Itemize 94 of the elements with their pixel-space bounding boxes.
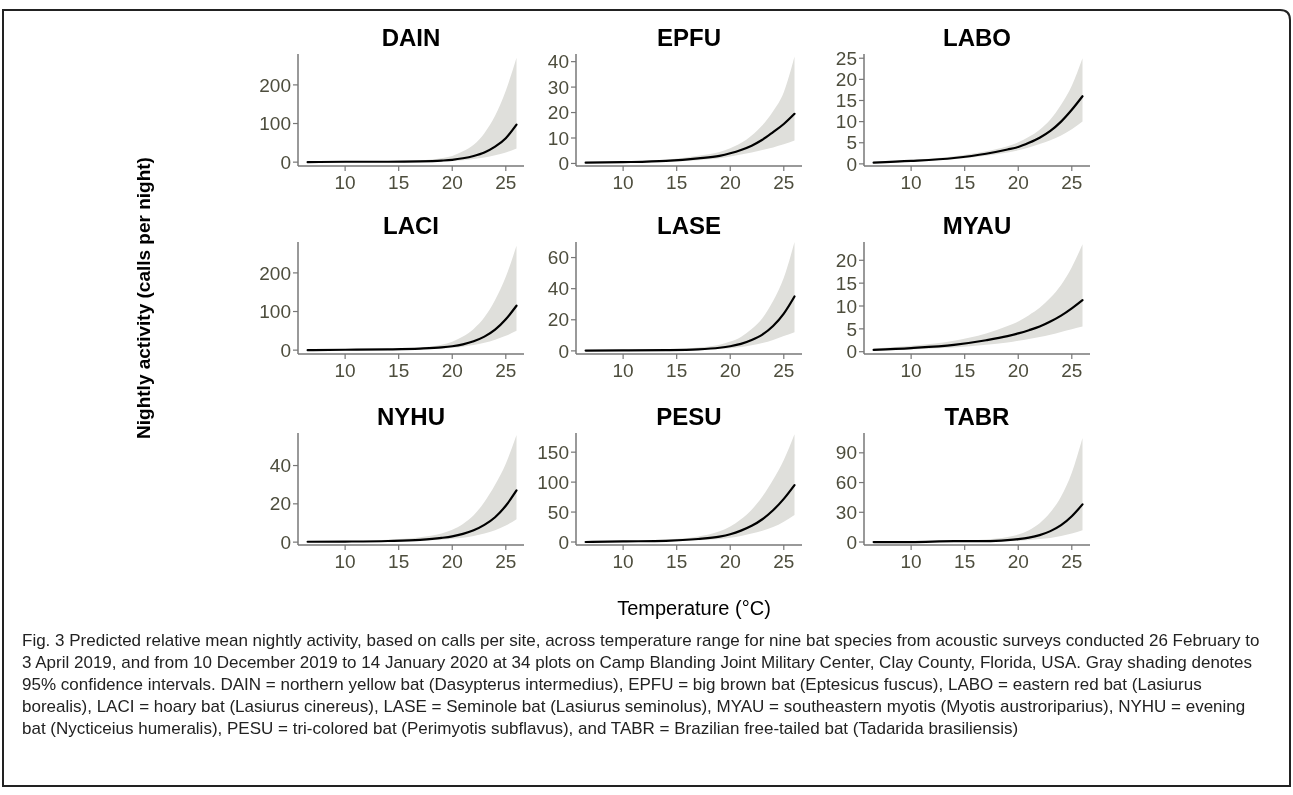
x-tick-label: 20 xyxy=(719,551,741,572)
y-tick-label: 200 xyxy=(259,74,291,96)
x-tick-label: 25 xyxy=(495,551,517,572)
x-tick-label: 25 xyxy=(773,551,795,572)
x-tick-label: 10 xyxy=(612,360,634,381)
x-tick-label: 25 xyxy=(495,172,517,193)
y-tick-label: 20 xyxy=(547,102,569,124)
x-tick-label: 25 xyxy=(773,360,795,381)
y-tick-label: 40 xyxy=(269,455,291,477)
x-tick-label: 25 xyxy=(495,360,517,381)
y-tick-label: 15 xyxy=(835,272,857,294)
x-tick-label: 10 xyxy=(612,551,634,572)
x-tick-label: 15 xyxy=(954,172,976,193)
x-tick-label: 15 xyxy=(954,360,976,381)
x-tick-label: 20 xyxy=(1007,172,1029,193)
x-tick-label: 25 xyxy=(1061,551,1083,572)
x-tick-label: 20 xyxy=(1007,360,1029,381)
y-tick-label: 100 xyxy=(259,301,291,323)
y-tick-label: 50 xyxy=(547,501,569,523)
y-tick-label: 25 xyxy=(835,47,857,69)
x-tick-label: 20 xyxy=(441,551,463,572)
y-tick-label: 20 xyxy=(547,309,569,331)
y-tick-label: 60 xyxy=(835,472,857,494)
y-tick-label: 0 xyxy=(846,531,857,553)
y-tick-label: 20 xyxy=(269,493,291,515)
y-tick-label: 0 xyxy=(280,339,291,361)
line-series xyxy=(872,95,1084,164)
y-tick-label: 200 xyxy=(259,262,291,284)
x-tick-label: 10 xyxy=(334,172,356,193)
y-tick-label: 90 xyxy=(835,442,857,464)
x-tick-label: 15 xyxy=(666,360,688,381)
chart-title: TABR xyxy=(944,403,1010,430)
x-tick-label: 25 xyxy=(1061,172,1083,193)
line-series xyxy=(872,298,1084,351)
y-tick-label: 15 xyxy=(835,90,857,112)
chart-title: LABO xyxy=(943,24,1011,51)
y-axis-title: Nightly activity (calls per night) xyxy=(133,157,154,439)
line-series xyxy=(306,489,518,543)
line-series xyxy=(306,123,518,164)
line-series xyxy=(584,484,796,544)
x-tick-label: 20 xyxy=(441,360,463,381)
y-tick-label: 30 xyxy=(835,501,857,523)
y-tick-label: 0 xyxy=(558,531,569,553)
y-tick-label: 40 xyxy=(547,278,569,300)
line-series xyxy=(872,503,1084,544)
y-tick-label: 0 xyxy=(558,153,569,175)
y-tick-label: 0 xyxy=(280,151,291,173)
chart-title: PESU xyxy=(656,403,722,430)
x-tick-label: 15 xyxy=(954,551,976,572)
x-tick-label: 20 xyxy=(441,172,463,193)
x-tick-label: 15 xyxy=(666,172,688,193)
x-tick-label: 25 xyxy=(773,172,795,193)
y-tick-label: 150 xyxy=(537,441,569,463)
y-tick-label: 0 xyxy=(846,341,857,363)
y-tick-label: 100 xyxy=(537,471,569,493)
y-tick-label: 0 xyxy=(280,531,291,553)
chart-title: LASE xyxy=(656,212,722,239)
x-tick-label: 20 xyxy=(1007,551,1029,572)
y-tick-label: 5 xyxy=(846,132,857,154)
x-tick-label: 25 xyxy=(1061,360,1083,381)
y-tick-label: 10 xyxy=(835,295,857,317)
x-tick-label: 10 xyxy=(900,551,922,572)
line-series xyxy=(584,112,796,164)
x-tick-label: 10 xyxy=(334,551,356,572)
chart-title: NYHU xyxy=(376,403,446,430)
x-tick-label: 15 xyxy=(388,551,410,572)
y-tick-label: 10 xyxy=(835,111,857,133)
chart-title: LACI xyxy=(383,212,439,239)
y-tick-label: 5 xyxy=(846,318,857,340)
y-tick-label: 10 xyxy=(547,127,569,149)
caption: Fig. 3 Predicted relative mean nightly activity, based on calls per site, across temperature range for nine bat species from acoustic surveys conducted 26 February to 3 April 2019, and from 10 December 2019 to 14 January 2020 at 34 plots on Camp Blanding Joint Military Center, Clay County, Florida, USA. Gray shading denotes 95% confidence intervals. DAIN = northern yellow bat (Dasypterus intermedius), EPFU = big brown bat (Eptesicus fuscus), LABO = eastern red bat (Lasiurus borealis), LACI = hoary bat (Lasiurus cinereus), LASE = Seminole bat (Lasiurus seminolus), MYAU = southeastern myotis (Myotis austroriparius), NYHU = evening bat (Nycticeius humeralis), PESU = tri-colored bat (Perimyotis subflavus), and TABR = Brazilian free-tailed bat (Tadarida brasiliensis) xyxy=(22,630,1261,740)
x-tick-label: 20 xyxy=(719,172,741,193)
x-axis-title: Temperature (°C) xyxy=(617,597,771,619)
x-tick-label: 15 xyxy=(666,551,688,572)
y-tick-label: 40 xyxy=(547,51,569,73)
x-tick-label: 10 xyxy=(900,172,922,193)
x-tick-label: 15 xyxy=(388,360,410,381)
chart-title: EPFU xyxy=(656,24,722,51)
chart-title: DAIN xyxy=(381,24,441,51)
y-tick-label: 0 xyxy=(558,340,569,362)
y-tick-label: 20 xyxy=(835,249,857,271)
x-tick-label: 10 xyxy=(334,360,356,381)
y-tick-label: 60 xyxy=(547,247,569,269)
y-tick-label: 100 xyxy=(259,113,291,135)
x-tick-label: 20 xyxy=(719,360,741,381)
line-series xyxy=(306,304,518,352)
y-tick-label: 0 xyxy=(846,153,857,175)
y-tick-label: 30 xyxy=(547,76,569,98)
line-series xyxy=(584,295,796,352)
x-tick-label: 10 xyxy=(900,360,922,381)
x-tick-label: 10 xyxy=(612,172,634,193)
chart-title: MYAU xyxy=(942,212,1012,239)
x-tick-label: 15 xyxy=(388,172,410,193)
y-tick-label: 20 xyxy=(835,69,857,91)
